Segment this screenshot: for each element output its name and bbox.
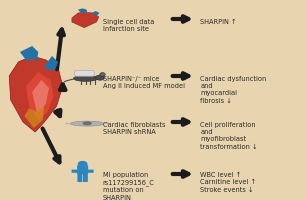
Text: Cardiac dysfunction
and
myocardial
fibrosis ↓: Cardiac dysfunction and myocardial fibro… — [200, 76, 267, 104]
Circle shape — [100, 73, 105, 76]
FancyBboxPatch shape — [72, 170, 78, 173]
Ellipse shape — [95, 75, 105, 80]
Polygon shape — [24, 104, 44, 128]
Polygon shape — [78, 8, 87, 13]
Polygon shape — [9, 56, 63, 132]
Polygon shape — [20, 46, 38, 62]
Ellipse shape — [83, 122, 91, 125]
FancyBboxPatch shape — [87, 170, 94, 173]
Ellipse shape — [73, 75, 98, 81]
Polygon shape — [72, 12, 99, 28]
Circle shape — [104, 77, 106, 79]
Ellipse shape — [70, 121, 104, 126]
Polygon shape — [44, 56, 58, 70]
FancyBboxPatch shape — [83, 173, 88, 182]
FancyBboxPatch shape — [75, 71, 94, 76]
Text: Cell proliferation
and
myofibroblast
transformation ↓: Cell proliferation and myofibroblast tra… — [200, 122, 258, 150]
Polygon shape — [26, 72, 54, 120]
FancyBboxPatch shape — [77, 173, 82, 182]
Polygon shape — [104, 122, 109, 125]
Text: Cardiac fibroblasts
SHARPIN shRNA: Cardiac fibroblasts SHARPIN shRNA — [103, 122, 165, 135]
Polygon shape — [32, 80, 49, 112]
Text: MI population
rs117299156_C
mutation on
SHARPIN: MI population rs117299156_C mutation on … — [103, 172, 155, 200]
Polygon shape — [91, 11, 99, 16]
Text: Single cell data
Infarction site: Single cell data Infarction site — [103, 19, 154, 32]
Polygon shape — [66, 122, 71, 125]
Circle shape — [78, 161, 88, 167]
Text: SHARPIN ↑: SHARPIN ↑ — [200, 19, 237, 25]
FancyBboxPatch shape — [77, 165, 88, 174]
Text: SHARPIN⁻/⁻ mice
Ang II induced MF model: SHARPIN⁻/⁻ mice Ang II induced MF model — [103, 76, 185, 89]
Text: WBC level ↑
Carnitine level ↑
Stroke events ↓: WBC level ↑ Carnitine level ↑ Stroke eve… — [200, 172, 256, 192]
